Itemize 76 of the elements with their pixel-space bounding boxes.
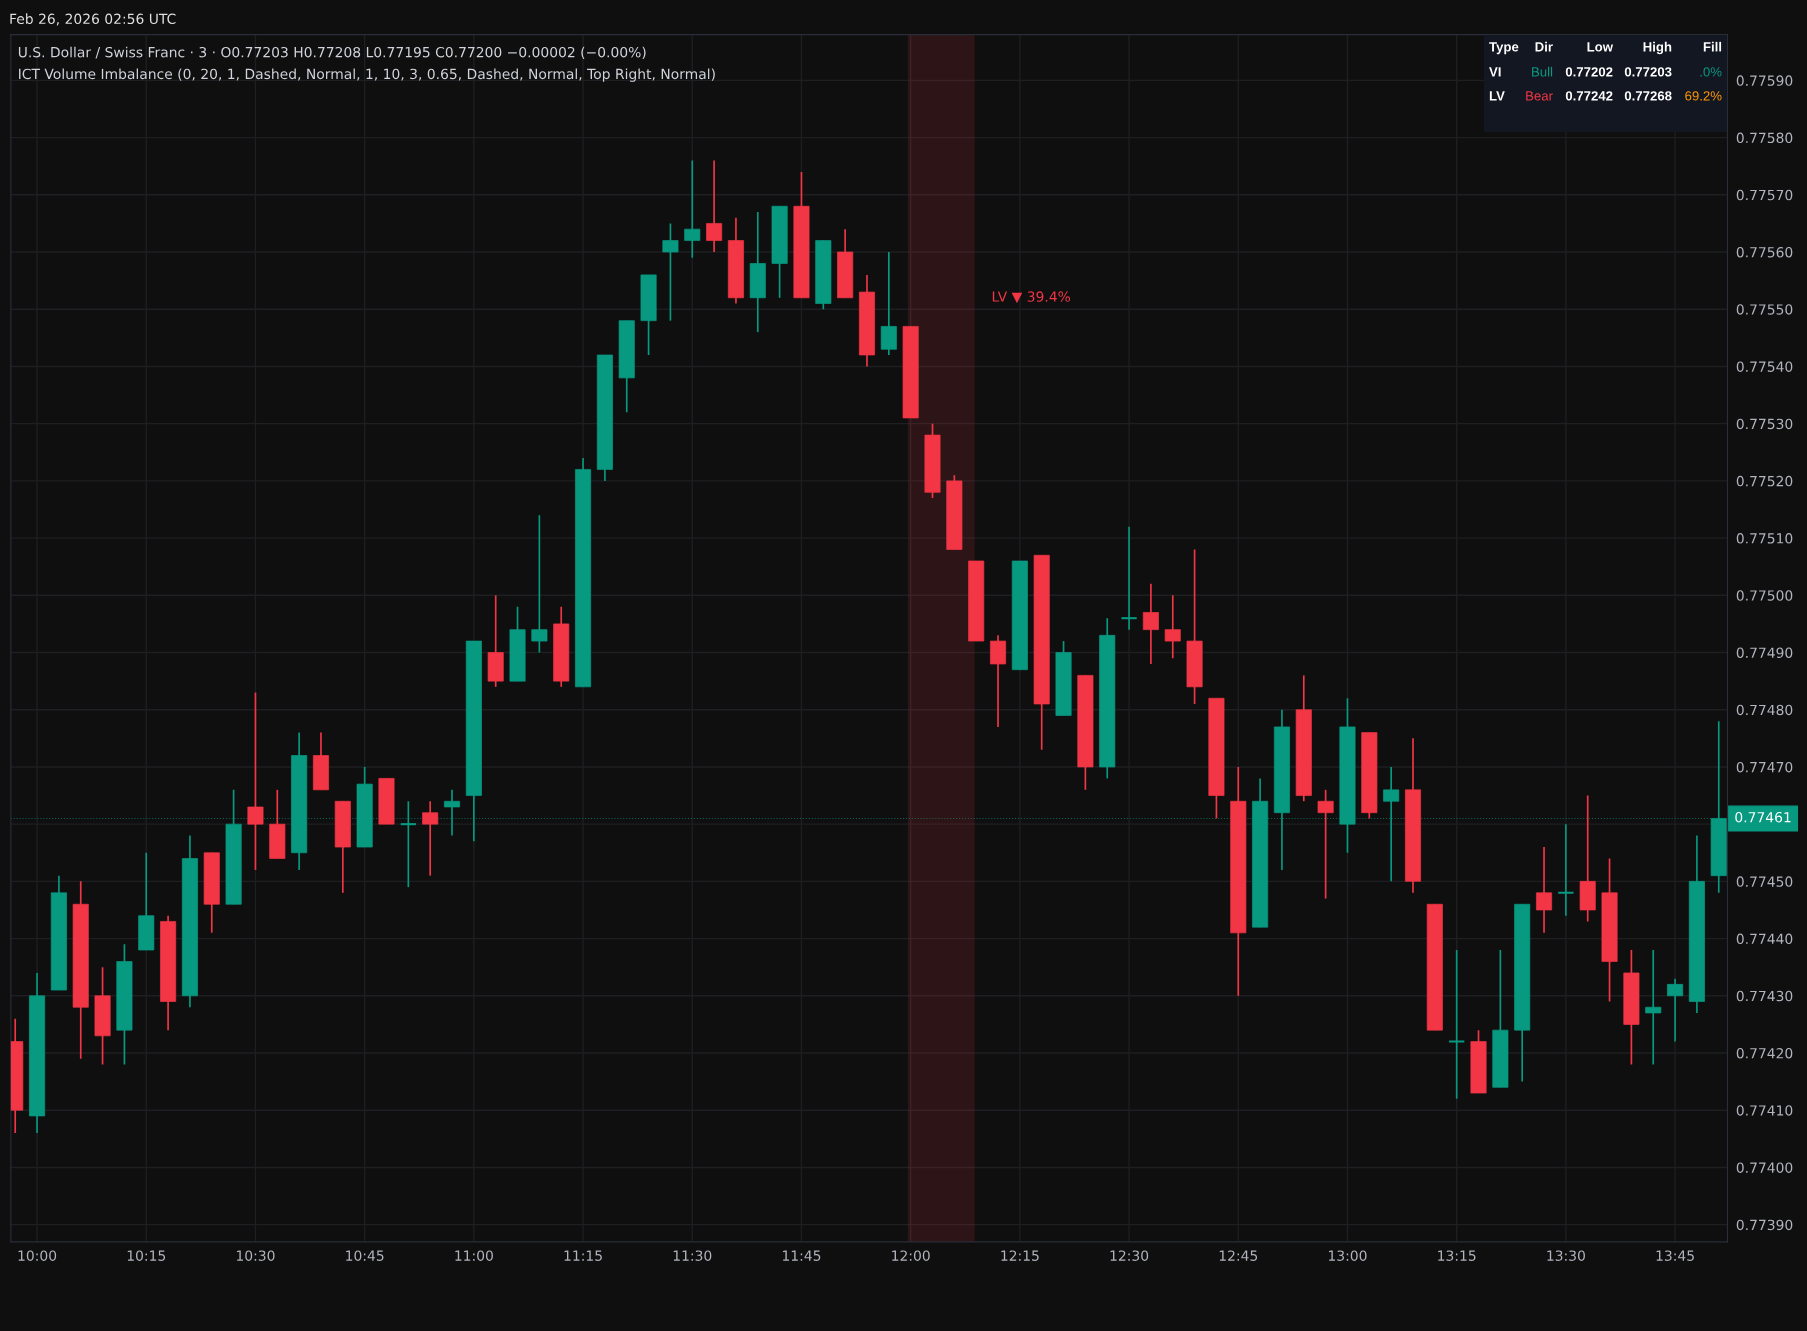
- band-label: LV ▼ 39.4%: [992, 291, 1071, 304]
- y-tick-label: 0.77420: [1736, 1047, 1793, 1059]
- candlestick: [662, 222, 679, 322]
- x-tick-label: 13:45: [1656, 1250, 1694, 1261]
- y-tick-label: 0.77540: [1736, 361, 1793, 372]
- y-tick-label: 0.77550: [1736, 304, 1793, 315]
- annotation: Fill: [1703, 41, 1722, 52]
- annotation: High: [1643, 41, 1672, 55]
- annotation: 0.77203: [1624, 67, 1672, 77]
- candlestick: [1164, 594, 1181, 660]
- x-tick-label: 12:15: [1001, 1250, 1039, 1261]
- y-tick-label: 0.77480: [1736, 704, 1793, 716]
- y-tick-label: 0.77450: [1736, 876, 1793, 887]
- candlestick: [684, 159, 701, 259]
- y-tick-label: 0.77500: [1736, 590, 1793, 601]
- annotation: .0%: [1700, 67, 1722, 77]
- y-tick-label: 0.77520: [1736, 475, 1793, 487]
- x-tick-label: 10:15: [127, 1250, 166, 1261]
- annotation: VI: [1489, 67, 1501, 77]
- y-tick-label: 0.77580: [1736, 132, 1793, 144]
- annotation: 0.77268: [1624, 91, 1672, 101]
- x-tick-label: 13:30: [1547, 1250, 1585, 1261]
- y-tick-label: 0.77470: [1736, 761, 1793, 773]
- candlestick: [990, 634, 1007, 728]
- text: U.S. Dollar / Swiss Franc · 3 · O0.77203 H0.77208 L0.77195 C0.77200 −0.00002 (−0.00%): [18, 46, 646, 60]
- candlestick: [1142, 583, 1159, 665]
- annotation: Bear: [1526, 91, 1553, 101]
- x-tick-label: 12:00: [892, 1250, 930, 1261]
- candlestick: [1383, 766, 1400, 883]
- candlestick: [1447, 949, 1466, 1100]
- y-tick-label: 0.77530: [1736, 418, 1793, 430]
- x-tick-label: 11:00: [455, 1250, 493, 1261]
- candlestick: [247, 691, 264, 871]
- x-tick-label: 10:00: [18, 1250, 57, 1261]
- candlestick: [422, 800, 439, 877]
- candlestick: [880, 251, 897, 356]
- y-tick-label: 0.77400: [1736, 1162, 1793, 1173]
- candlestick: [1120, 525, 1138, 631]
- candlestick: [531, 514, 548, 654]
- x-tick-label: 11:45: [782, 1250, 821, 1261]
- annotation: 69.2%: [1685, 91, 1722, 101]
- annotation: 0.77202: [1565, 67, 1613, 77]
- annotation: Low: [1587, 42, 1614, 52]
- x-tick-label: 10:45: [346, 1250, 384, 1261]
- x-tick-label: 13:00: [1328, 1250, 1367, 1261]
- y-tick-label: 0.77430: [1736, 990, 1793, 1002]
- y-tick-label: 0.77410: [1736, 1105, 1793, 1116]
- y-tick-label: 0.77440: [1736, 933, 1793, 945]
- candlestick: [1557, 823, 1575, 917]
- y-tick-label: 0.77490: [1736, 647, 1793, 658]
- candlestick: [399, 800, 418, 888]
- x-tick-label: 11:30: [673, 1250, 712, 1261]
- candlestick: [1645, 949, 1662, 1066]
- x-tick-label: 12:45: [1219, 1250, 1258, 1261]
- y-tick-label: 0.77390: [1736, 1219, 1793, 1231]
- annotation: Type: [1489, 42, 1519, 55]
- candlestick: [706, 159, 723, 253]
- x-tick-label: 11:15: [564, 1250, 602, 1261]
- candlestick: [1667, 977, 1684, 1043]
- chart-title: Feb 26, 2026 02:56 UTC: [10, 13, 176, 26]
- candlestick: [1317, 788, 1334, 900]
- annotation: 0.77242: [1565, 91, 1613, 101]
- y-tick-label: 0.77590: [1736, 75, 1793, 86]
- candlestick: [1536, 846, 1553, 934]
- x-tick-label: 13:15: [1438, 1250, 1476, 1261]
- annotation: Bull: [1532, 66, 1553, 77]
- y-tick-label: 0.77570: [1736, 189, 1793, 201]
- ref-line-label: 0.77461: [1735, 811, 1791, 823]
- y-tick-label: 0.77510: [1736, 533, 1793, 544]
- y-tick-label: 0.77560: [1736, 246, 1793, 258]
- annotation: LV: [1489, 91, 1505, 101]
- x-tick-label: 10:30: [236, 1250, 275, 1261]
- candlestick: [444, 788, 461, 837]
- annotation: ICT Volume Imbalance (0, 20, 1, Dashed, Normal, 1, 10, 3, 0.65, Dashed, Normal, Top Right, Normal): [19, 68, 715, 82]
- x-tick-label: 12:30: [1110, 1250, 1149, 1261]
- annotation: Dir: [1535, 41, 1553, 52]
